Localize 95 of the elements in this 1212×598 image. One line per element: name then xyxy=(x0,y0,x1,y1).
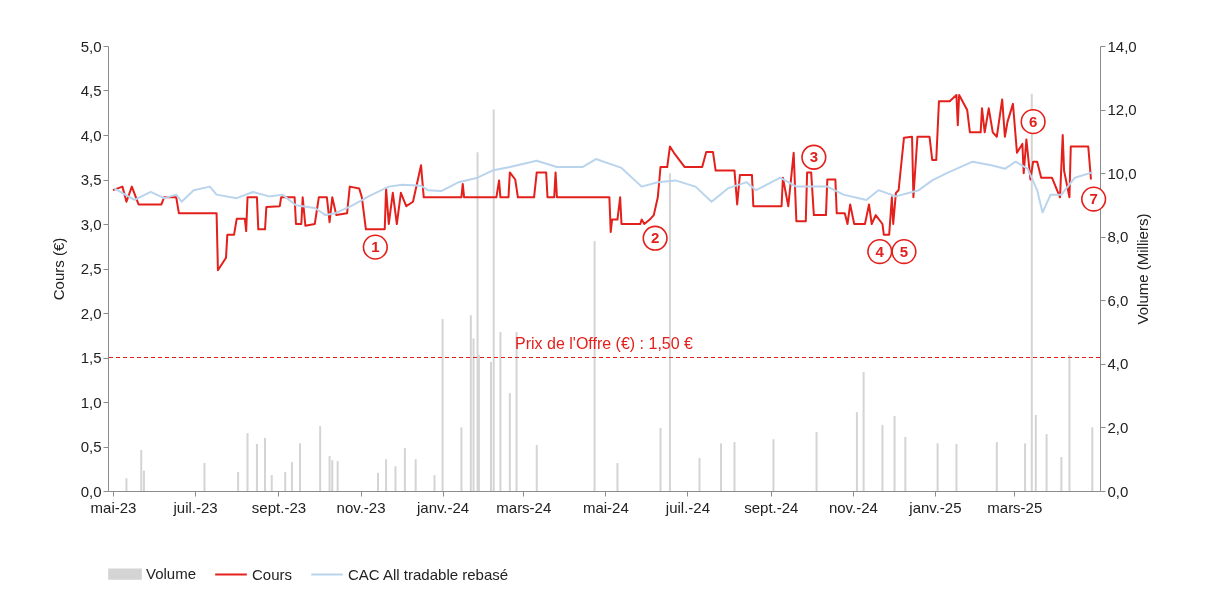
bar xyxy=(893,415,896,491)
y-axis-title: Cours (€) xyxy=(49,237,67,301)
bar xyxy=(140,450,143,491)
x-tick-label: juil.-23 xyxy=(172,498,218,516)
y2-axis-title: Volume (Milliers) xyxy=(1133,213,1151,325)
x-tick-label: nov.-23 xyxy=(336,498,386,516)
bar xyxy=(995,442,998,491)
bar xyxy=(1034,415,1037,491)
bar xyxy=(815,431,818,491)
bar xyxy=(492,109,495,491)
bar xyxy=(904,436,907,491)
bar xyxy=(508,393,511,491)
bar xyxy=(441,319,444,491)
bar xyxy=(394,466,397,491)
x-tick-label: juil.-24 xyxy=(664,498,710,516)
y-tick-label: 3,0 xyxy=(80,215,102,233)
y2-tick-label: 10,0 xyxy=(1107,164,1137,182)
bar xyxy=(1068,354,1071,491)
annotation: 3 xyxy=(809,148,819,166)
legend-label: Cours xyxy=(252,565,293,583)
bar xyxy=(414,459,417,491)
annotation: 4 xyxy=(875,242,885,260)
x-tick-label: sept.-23 xyxy=(251,498,307,516)
bar xyxy=(246,433,249,491)
bar xyxy=(433,475,436,491)
y2-tick-label: 8,0 xyxy=(1107,228,1129,246)
bar xyxy=(385,459,388,491)
bar xyxy=(698,457,701,491)
bar xyxy=(720,443,723,491)
y2-tick-label: 4,0 xyxy=(1107,355,1129,373)
bar xyxy=(125,478,128,491)
annotation: 6 xyxy=(1028,112,1038,130)
y-tick-label: 2,5 xyxy=(80,260,102,277)
bar xyxy=(733,442,736,491)
x-tick-label: mars-24 xyxy=(496,498,552,516)
bar xyxy=(237,471,240,491)
y2-tick-label: 6,0 xyxy=(1107,291,1129,309)
x-tick-label: janv.-24 xyxy=(415,498,470,516)
bar xyxy=(460,427,463,491)
bar xyxy=(203,463,206,491)
bar xyxy=(659,428,662,491)
ref-line-label: Prix de l'Offre (€) : 1,50 € xyxy=(515,334,694,352)
bar xyxy=(319,426,322,491)
x-tick-label: nov.-24 xyxy=(828,498,878,516)
bar xyxy=(862,372,865,491)
x-tick-label: sept.-24 xyxy=(744,498,799,516)
bar xyxy=(290,462,293,491)
bar xyxy=(255,443,258,491)
bar xyxy=(855,412,858,491)
y-tick-label: 4,0 xyxy=(80,126,102,144)
bar xyxy=(515,332,518,491)
bar xyxy=(270,475,273,491)
bar xyxy=(377,472,380,491)
y2-tick-label: 14,0 xyxy=(1107,37,1137,55)
line-series xyxy=(112,93,1092,272)
x-tick-label: mai-23 xyxy=(90,498,137,516)
bar xyxy=(469,315,472,491)
bar xyxy=(264,437,267,491)
annotation: 7 xyxy=(1089,190,1098,208)
bar xyxy=(284,471,287,491)
y2-tick-label: 0,0 xyxy=(1107,482,1129,500)
bar xyxy=(499,332,502,491)
y2-tick-label: 12,0 xyxy=(1107,101,1137,119)
y-tick-label: 4,5 xyxy=(80,82,102,99)
bar xyxy=(881,424,884,491)
y-tick-label: 2,0 xyxy=(80,304,102,322)
annotation: 1 xyxy=(371,238,380,256)
bar xyxy=(298,443,301,491)
y-tick-label: 3,5 xyxy=(80,171,102,188)
bar xyxy=(1024,443,1027,491)
x-tick-label: janv.-25 xyxy=(908,498,962,516)
bar xyxy=(403,448,406,491)
bar xyxy=(616,463,619,491)
legend-label: Volume xyxy=(146,565,197,583)
bar xyxy=(772,439,775,491)
bar xyxy=(328,456,331,491)
y-tick-label: 1,5 xyxy=(80,349,102,366)
annotation: 5 xyxy=(899,242,909,260)
y-tick-label: 0,5 xyxy=(80,438,102,455)
bar xyxy=(535,444,538,491)
bar xyxy=(1045,434,1048,491)
legend-label: CAC All tradable rebasé xyxy=(348,565,509,583)
y-tick-label: 0,0 xyxy=(80,482,102,500)
bar xyxy=(336,461,339,491)
bar xyxy=(1060,456,1063,491)
y2-tick-label: 2,0 xyxy=(1107,418,1129,436)
bar xyxy=(936,443,939,491)
y-tick-label: 1,0 xyxy=(80,393,102,411)
y-tick-label: 5,0 xyxy=(80,37,102,55)
bar xyxy=(331,460,334,491)
annotation: 2 xyxy=(650,229,660,247)
bar xyxy=(955,443,958,491)
x-tick-label: mars-25 xyxy=(987,498,1043,516)
bar xyxy=(1091,427,1094,491)
x-tick-label: mai-24 xyxy=(582,498,629,516)
